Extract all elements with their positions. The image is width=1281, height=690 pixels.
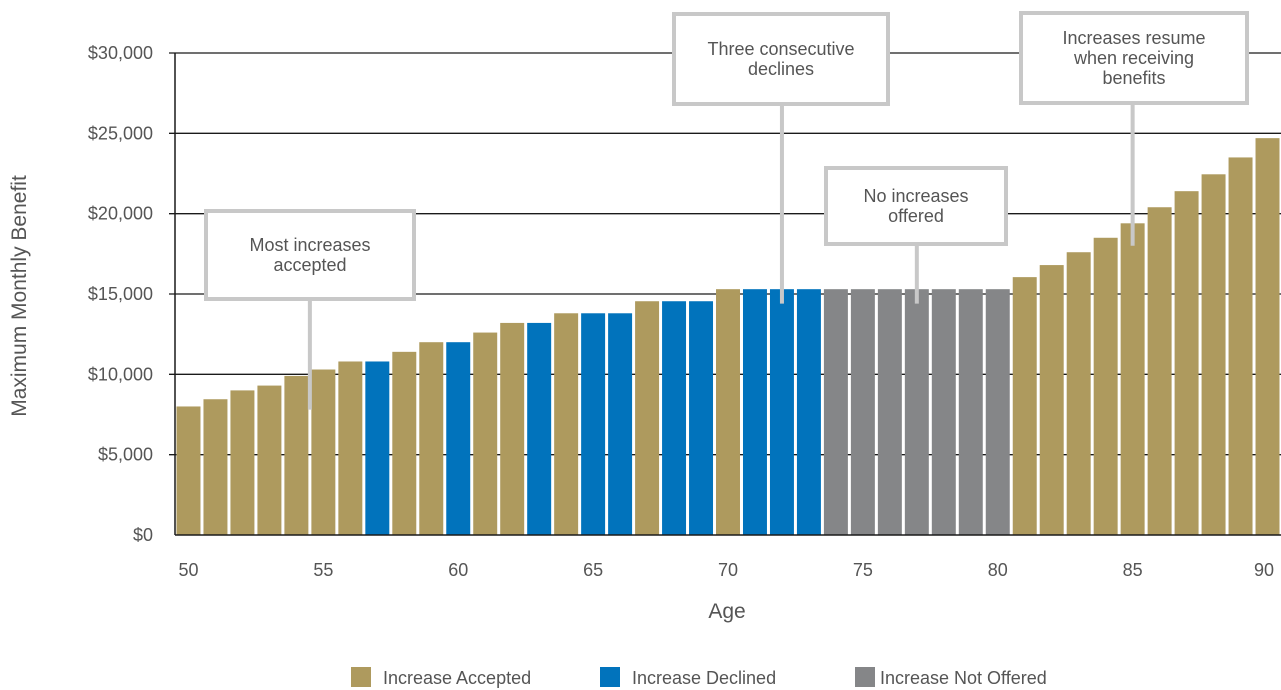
bar — [662, 301, 687, 535]
bar — [527, 322, 552, 535]
bar — [500, 322, 525, 535]
bar — [931, 289, 956, 535]
bar — [1093, 237, 1118, 535]
bar — [904, 289, 929, 535]
bar — [1147, 207, 1172, 536]
bar — [689, 301, 714, 535]
callout-text: declines — [748, 59, 814, 79]
x-tick-label: 60 — [448, 560, 468, 580]
bar — [419, 342, 444, 535]
x-tick-label: 85 — [1123, 560, 1143, 580]
bar — [635, 301, 660, 535]
y-tick-label: $5,000 — [98, 445, 153, 465]
bar — [473, 332, 498, 535]
bar — [796, 289, 821, 535]
x-tick-label: 90 — [1254, 560, 1274, 580]
callout-text: benefits — [1102, 68, 1165, 88]
x-tick-label: 55 — [313, 560, 333, 580]
y-tick-label: $10,000 — [88, 364, 153, 384]
y-tick-label: $30,000 — [88, 43, 153, 63]
callout-text: Increases resume — [1062, 28, 1205, 48]
callout-text: Three consecutive — [707, 39, 854, 59]
bar — [1066, 252, 1091, 535]
callout-text: No increases — [863, 186, 968, 206]
bar — [769, 289, 794, 535]
callout-box — [1019, 11, 1249, 105]
bar — [1039, 265, 1064, 535]
y-tick-label: $15,000 — [88, 284, 153, 304]
bar — [1228, 157, 1253, 535]
callout-box — [672, 12, 890, 106]
x-tick-label: 70 — [718, 560, 738, 580]
y-tick-label: $0 — [133, 525, 153, 545]
bar — [338, 361, 363, 535]
x-tick-label: 65 — [583, 560, 603, 580]
legend-label: Increase Declined — [632, 668, 776, 688]
y-axis-title: Maximum Monthly Benefit — [8, 175, 31, 417]
legend-item: Increase Accepted — [351, 667, 531, 688]
legend-swatch — [351, 667, 371, 687]
bar — [877, 289, 902, 535]
bar — [392, 351, 417, 535]
bar — [1255, 138, 1280, 536]
bar — [1120, 223, 1145, 535]
y-tick-label: $20,000 — [88, 204, 153, 224]
bar — [311, 369, 336, 535]
bar — [1201, 174, 1226, 535]
bar — [850, 289, 875, 535]
legend-label: Increase Accepted — [383, 668, 531, 688]
callout-text: offered — [888, 206, 944, 226]
callout-box — [204, 209, 416, 301]
bar — [257, 385, 282, 535]
bar — [985, 289, 1010, 535]
bar — [176, 406, 201, 535]
bar — [284, 375, 309, 535]
legend-item: Increase Not Offered — [855, 667, 1047, 688]
callout-text: accepted — [273, 255, 346, 275]
bar — [608, 313, 633, 535]
bar — [230, 390, 255, 535]
legend-label: Increase Not Offered — [880, 668, 1047, 688]
bar — [1174, 191, 1199, 535]
bar — [1012, 277, 1037, 535]
x-axis-title: Age — [708, 600, 745, 623]
bar — [823, 289, 848, 535]
x-tick-label: 80 — [988, 560, 1008, 580]
y-tick-label: $25,000 — [88, 123, 153, 143]
bar — [716, 289, 740, 535]
callout-text: Most increases — [249, 235, 370, 255]
x-tick-label: 75 — [853, 560, 873, 580]
callout-text: when receiving — [1073, 48, 1194, 68]
x-tick-label: 50 — [178, 560, 198, 580]
bar — [554, 313, 579, 535]
bar — [203, 399, 228, 535]
bar — [365, 361, 390, 535]
bar — [446, 342, 471, 535]
bar — [958, 289, 983, 535]
legend-swatch — [600, 667, 620, 687]
callout-box — [824, 166, 1008, 246]
legend-item: Increase Declined — [600, 667, 776, 688]
bar — [581, 313, 606, 535]
bar — [742, 289, 767, 535]
legend-swatch — [855, 667, 875, 687]
